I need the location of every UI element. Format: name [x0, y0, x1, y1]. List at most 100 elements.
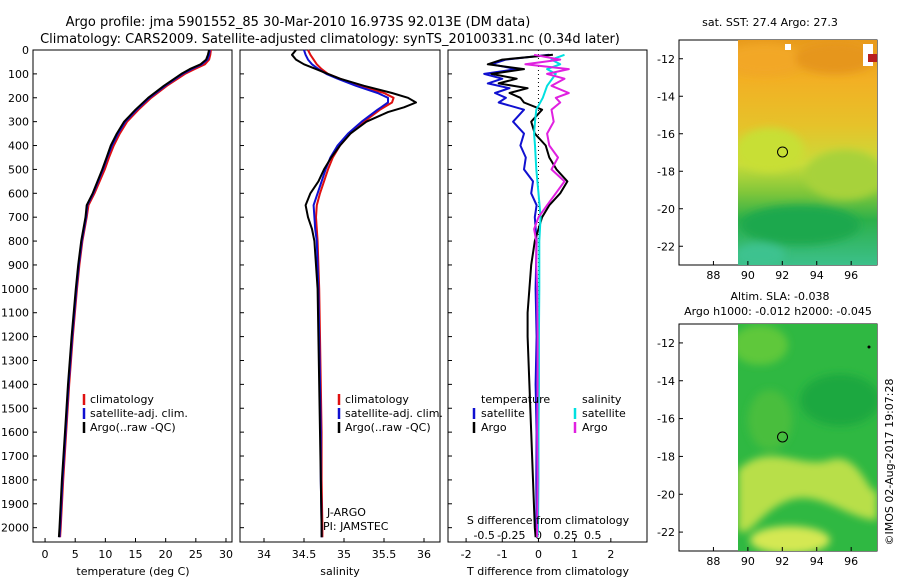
- lon-tick-label: 88: [706, 269, 720, 282]
- lat-tick-label: -16: [657, 128, 675, 141]
- series-argo: [57, 49, 211, 538]
- depth-tick-label: 0: [22, 44, 29, 57]
- depth-tick-label: 1000: [1, 283, 29, 296]
- legend-temperature-heading: temperature: [481, 393, 550, 406]
- sla-map-ticks: 88 90 92 94 96 -12 -14 -16 -18 -20 -22: [657, 337, 858, 568]
- sst-map-ticks: 88 90 92 94 96 -12 -14 -16 -18 -20 -22: [657, 53, 858, 282]
- temperature-series: [57, 49, 212, 538]
- legend-argo: Argo(..raw -QC): [345, 421, 431, 434]
- x-tick-label: 20: [159, 548, 173, 561]
- lat-tick-label: -22: [657, 240, 675, 253]
- lon-tick-label: 92: [775, 269, 789, 282]
- sst-map-title: sat. SST: 27.4 Argo: 27.3: [702, 16, 838, 29]
- salinity-axis-label: salinity: [320, 565, 360, 578]
- pi-label: PI: JAMSTEC: [323, 520, 389, 533]
- lon-tick-label: 90: [741, 269, 755, 282]
- lon-tick-label: 96: [844, 555, 858, 568]
- s-tick-label: -0.25: [497, 529, 525, 542]
- x-tick-label: 1: [571, 548, 578, 561]
- legend-salinity-heading: salinity: [582, 393, 622, 406]
- axis-ticks: 0100200300400500600700800900100011001200…: [1, 44, 614, 561]
- figure-title-line2: Climatology: CARS2009. Satellite-adjuste…: [40, 32, 620, 47]
- lon-tick-label: 96: [844, 269, 858, 282]
- series-t-satellite: [483, 53, 550, 538]
- depth-tick-label: 1700: [1, 450, 29, 463]
- sla-heatmap: [738, 324, 877, 551]
- lat-tick-label: -12: [657, 53, 675, 66]
- difference-legend: temperature satellite Argo salinity sate…: [472, 393, 626, 434]
- difference-series: [483, 53, 570, 538]
- x-tick-label: 2: [607, 548, 614, 561]
- series-satellite: [58, 49, 211, 538]
- depth-tick-label: 1300: [1, 354, 29, 367]
- x-tick-label: -2: [461, 548, 472, 561]
- lat-tick-label: -16: [657, 413, 675, 426]
- legend-climatology: climatology: [345, 393, 409, 406]
- difference-plot-frame: [447, 49, 648, 543]
- legend-climatology: climatology: [90, 393, 154, 406]
- salinity-series: [291, 49, 417, 538]
- x-tick-label: 35.5: [372, 548, 397, 561]
- t-difference-axis-label: T difference from climatology: [466, 565, 629, 578]
- depth-tick-label: 2000: [1, 522, 29, 535]
- depth-tick-label: 1800: [1, 474, 29, 487]
- depth-tick-label: 300: [8, 116, 29, 129]
- legend-t-argo: Argo: [481, 421, 507, 434]
- sla-map-title-line2: Argo h1000: -0.012 h2000: -0.045: [684, 305, 872, 318]
- timestamp: ©IMOS 02-Aug-2017 19:07:28: [883, 379, 896, 546]
- lat-tick-label: -12: [657, 337, 675, 350]
- x-tick-label: 30: [219, 548, 233, 561]
- s-tick-label: 0.5: [584, 529, 602, 542]
- legend-t-satellite: satellite: [481, 407, 525, 420]
- temperature-legend: climatology satellite-adj. clim. Argo(..…: [82, 393, 188, 434]
- legend-s-argo: Argo: [582, 421, 608, 434]
- depth-tick-label: 400: [8, 140, 29, 153]
- legend-s-satellite: satellite: [582, 407, 626, 420]
- x-tick-label: 15: [129, 548, 143, 561]
- lon-tick-label: 94: [810, 555, 824, 568]
- salinity-plot-frame: [239, 49, 441, 543]
- x-tick-label: 35: [337, 548, 351, 561]
- depth-tick-label: 1500: [1, 402, 29, 415]
- sst-heatmap: [738, 40, 877, 265]
- depth-tick-label: 1200: [1, 331, 29, 344]
- legend-argo: Argo(..raw -QC): [90, 421, 176, 434]
- lat-tick-label: -22: [657, 526, 675, 539]
- s-tick-label: -0.5: [473, 529, 494, 542]
- sla-map-point: [867, 345, 871, 349]
- series-s-satellite: [533, 53, 565, 538]
- figure-title-line1: Argo profile: jma 5901552_85 30-Mar-2010…: [66, 15, 531, 30]
- series-climatology: [59, 49, 212, 538]
- legend-satellite: satellite-adj. clim.: [90, 407, 188, 420]
- depth-tick-label: 1600: [1, 426, 29, 439]
- x-tick-label: 5: [72, 548, 79, 561]
- lat-tick-label: -14: [657, 90, 675, 103]
- temperature-plot-frame: [32, 49, 233, 543]
- lat-tick-label: -20: [657, 203, 675, 216]
- lon-tick-label: 90: [741, 555, 755, 568]
- depth-tick-label: 500: [8, 163, 29, 176]
- depth-tick-label: 600: [8, 187, 29, 200]
- salinity-legend: climatology satellite-adj. clim. Argo(..…: [337, 393, 443, 434]
- s-difference-axis-label: S difference from climatology: [467, 514, 630, 527]
- x-tick-label: 34.5: [292, 548, 317, 561]
- lon-tick-label: 92: [775, 555, 789, 568]
- depth-tick-label: 100: [8, 68, 29, 81]
- lat-tick-label: -18: [657, 165, 675, 178]
- series-satellite: [303, 49, 389, 538]
- depth-tick-label: 900: [8, 259, 29, 272]
- temperature-axis-label: temperature (deg C): [76, 565, 189, 578]
- series-t-argo: [486, 53, 569, 538]
- x-tick-label: 0: [535, 548, 542, 561]
- argo-position-marker: [777, 431, 789, 443]
- lat-tick-label: -14: [657, 375, 675, 388]
- depth-tick-label: 200: [8, 92, 29, 105]
- series-s-argo: [524, 53, 570, 538]
- depth-tick-label: 1100: [1, 307, 29, 320]
- depth-tick-label: 1900: [1, 498, 29, 511]
- x-tick-label: 10: [98, 548, 112, 561]
- series-argo: [291, 49, 417, 538]
- legend-satellite: satellite-adj. clim.: [345, 407, 443, 420]
- lon-tick-label: 94: [810, 269, 824, 282]
